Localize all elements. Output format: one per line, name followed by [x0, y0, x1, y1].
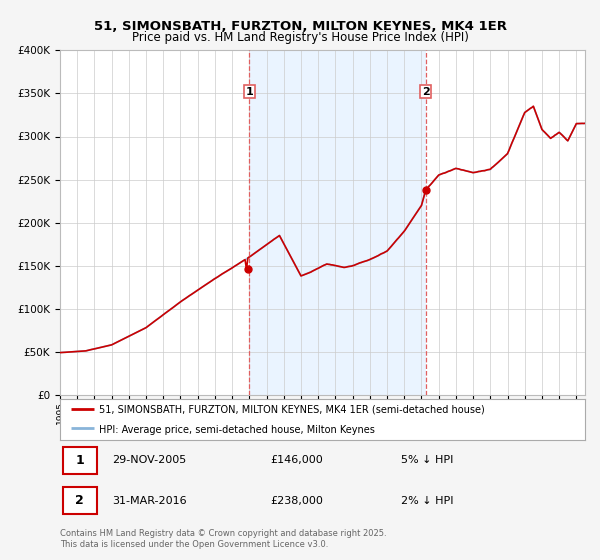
Text: 29-NOV-2005: 29-NOV-2005 — [113, 455, 187, 465]
Bar — [250, 50, 426, 395]
Text: 1: 1 — [245, 87, 253, 97]
Text: £146,000: £146,000 — [270, 455, 323, 465]
Text: Price paid vs. HM Land Registry's House Price Index (HPI): Price paid vs. HM Land Registry's House … — [131, 31, 469, 44]
FancyBboxPatch shape — [62, 487, 97, 514]
Text: 5% ↓ HPI: 5% ↓ HPI — [401, 455, 454, 465]
Text: 51, SIMONSBATH, FURZTON, MILTON KEYNES, MK4 1ER (semi-detached house): 51, SIMONSBATH, FURZTON, MILTON KEYNES, … — [100, 405, 485, 415]
Text: 51, SIMONSBATH, FURZTON, MILTON KEYNES, MK4 1ER: 51, SIMONSBATH, FURZTON, MILTON KEYNES, … — [94, 20, 506, 32]
Text: £238,000: £238,000 — [270, 496, 323, 506]
Text: 2% ↓ HPI: 2% ↓ HPI — [401, 496, 454, 506]
Text: HPI: Average price, semi-detached house, Milton Keynes: HPI: Average price, semi-detached house,… — [100, 424, 375, 435]
Text: 1: 1 — [76, 454, 84, 467]
Text: 31-MAR-2016: 31-MAR-2016 — [113, 496, 187, 506]
Text: Contains HM Land Registry data © Crown copyright and database right 2025.
This d: Contains HM Land Registry data © Crown c… — [60, 529, 386, 549]
Text: 2: 2 — [422, 87, 430, 97]
FancyBboxPatch shape — [62, 447, 97, 474]
Text: 2: 2 — [76, 494, 84, 507]
